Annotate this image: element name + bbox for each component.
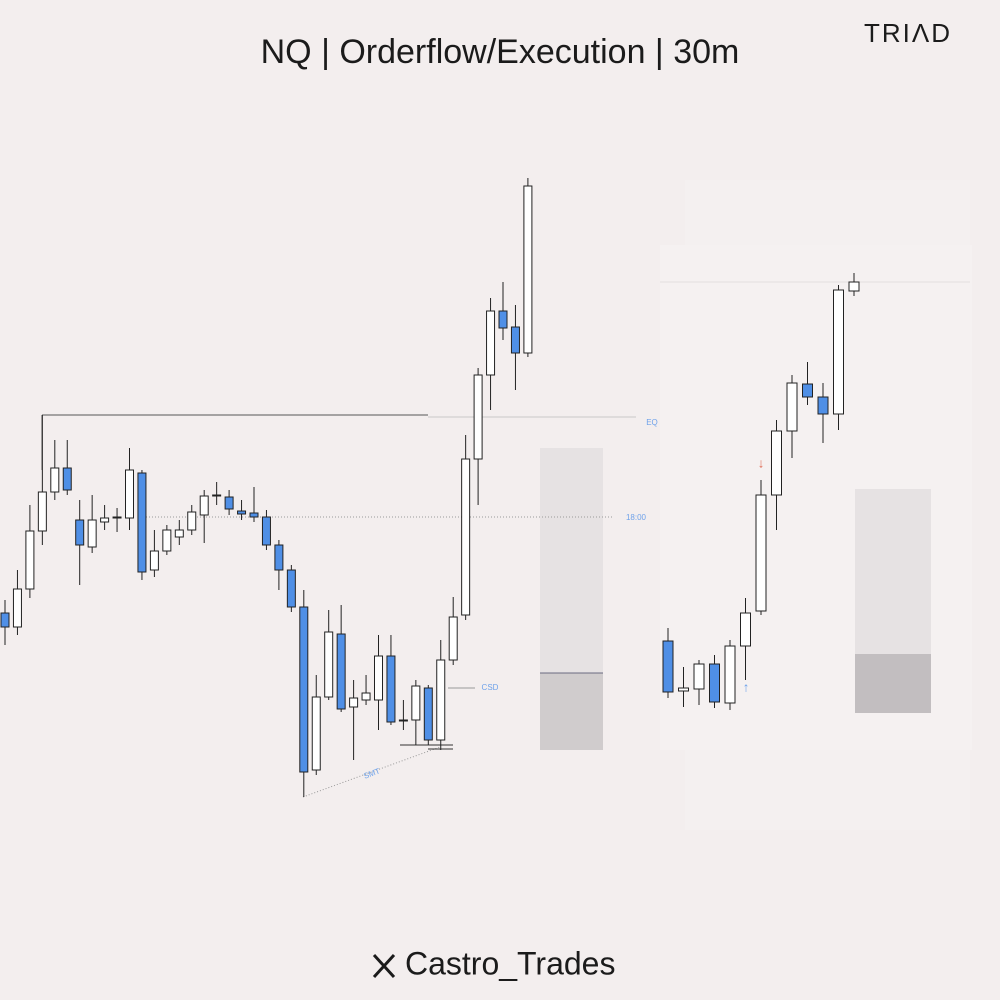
annotation: ↑	[743, 679, 750, 694]
candle-body	[137, 472, 147, 573]
candle-body	[286, 569, 296, 608]
candle-body	[411, 685, 421, 721]
candle-body	[261, 516, 271, 546]
candle-body	[374, 655, 383, 701]
candle-body	[786, 382, 798, 432]
annotation: EQ	[646, 418, 658, 427]
candle-body	[486, 310, 496, 376]
annotation: CSD	[482, 683, 499, 692]
candle-body	[755, 494, 767, 612]
candle-body	[740, 612, 751, 647]
range-box	[540, 448, 603, 673]
candle-body	[199, 495, 209, 516]
range-box	[855, 489, 931, 654]
candle-body	[187, 511, 197, 531]
candle-body	[174, 529, 184, 538]
smt-line	[302, 746, 441, 798]
candle-body	[771, 430, 782, 496]
candle-body	[324, 631, 334, 698]
candle-body	[50, 467, 60, 493]
candle-body	[848, 281, 860, 292]
candle-body	[100, 517, 110, 523]
candle-body	[237, 510, 247, 515]
annotation: ↓	[758, 455, 765, 470]
candle-body	[523, 185, 533, 354]
candle-body	[311, 696, 321, 771]
logo: TRIΛD	[864, 18, 952, 48]
candle-body	[0, 612, 10, 628]
range-box	[855, 654, 931, 713]
candle-body	[833, 289, 844, 415]
candle-body	[212, 494, 222, 497]
candle-body	[802, 383, 813, 398]
candle-body	[12, 588, 22, 628]
candle-body	[423, 687, 433, 741]
candle-body	[448, 616, 458, 661]
x-icon	[372, 953, 396, 979]
candle-body	[386, 655, 396, 723]
candle-body	[678, 687, 689, 692]
candle-body	[461, 458, 471, 616]
candle-body	[398, 719, 408, 722]
candle-body	[274, 544, 284, 571]
range-box	[540, 673, 603, 750]
footer-handle: Castro_Trades	[405, 945, 615, 981]
candle-body	[224, 496, 234, 510]
annotation: 18:00	[626, 513, 647, 522]
candle-body	[349, 697, 359, 708]
candle-body	[709, 663, 720, 703]
candle-body	[25, 530, 35, 590]
candle-body	[62, 467, 72, 491]
candle-body	[473, 374, 483, 460]
candle-body	[249, 512, 259, 518]
candle-body	[817, 396, 829, 415]
candle-body	[361, 692, 371, 701]
chart-title: NQ | Orderflow/Execution | 30m	[261, 33, 740, 71]
candle-body	[125, 469, 134, 519]
candle-body	[75, 519, 85, 546]
candle-body	[498, 310, 508, 329]
candle-body	[724, 645, 736, 704]
candle-body	[436, 659, 446, 741]
candle-body	[37, 491, 47, 532]
candle-body	[162, 529, 172, 552]
candle-body	[87, 519, 97, 548]
candle-body	[336, 633, 346, 710]
candle-body	[510, 326, 520, 354]
candle-body	[149, 550, 159, 571]
candle-body	[693, 663, 705, 690]
candle-body	[662, 640, 674, 693]
candle-body	[299, 606, 309, 773]
candle-body	[112, 516, 122, 519]
